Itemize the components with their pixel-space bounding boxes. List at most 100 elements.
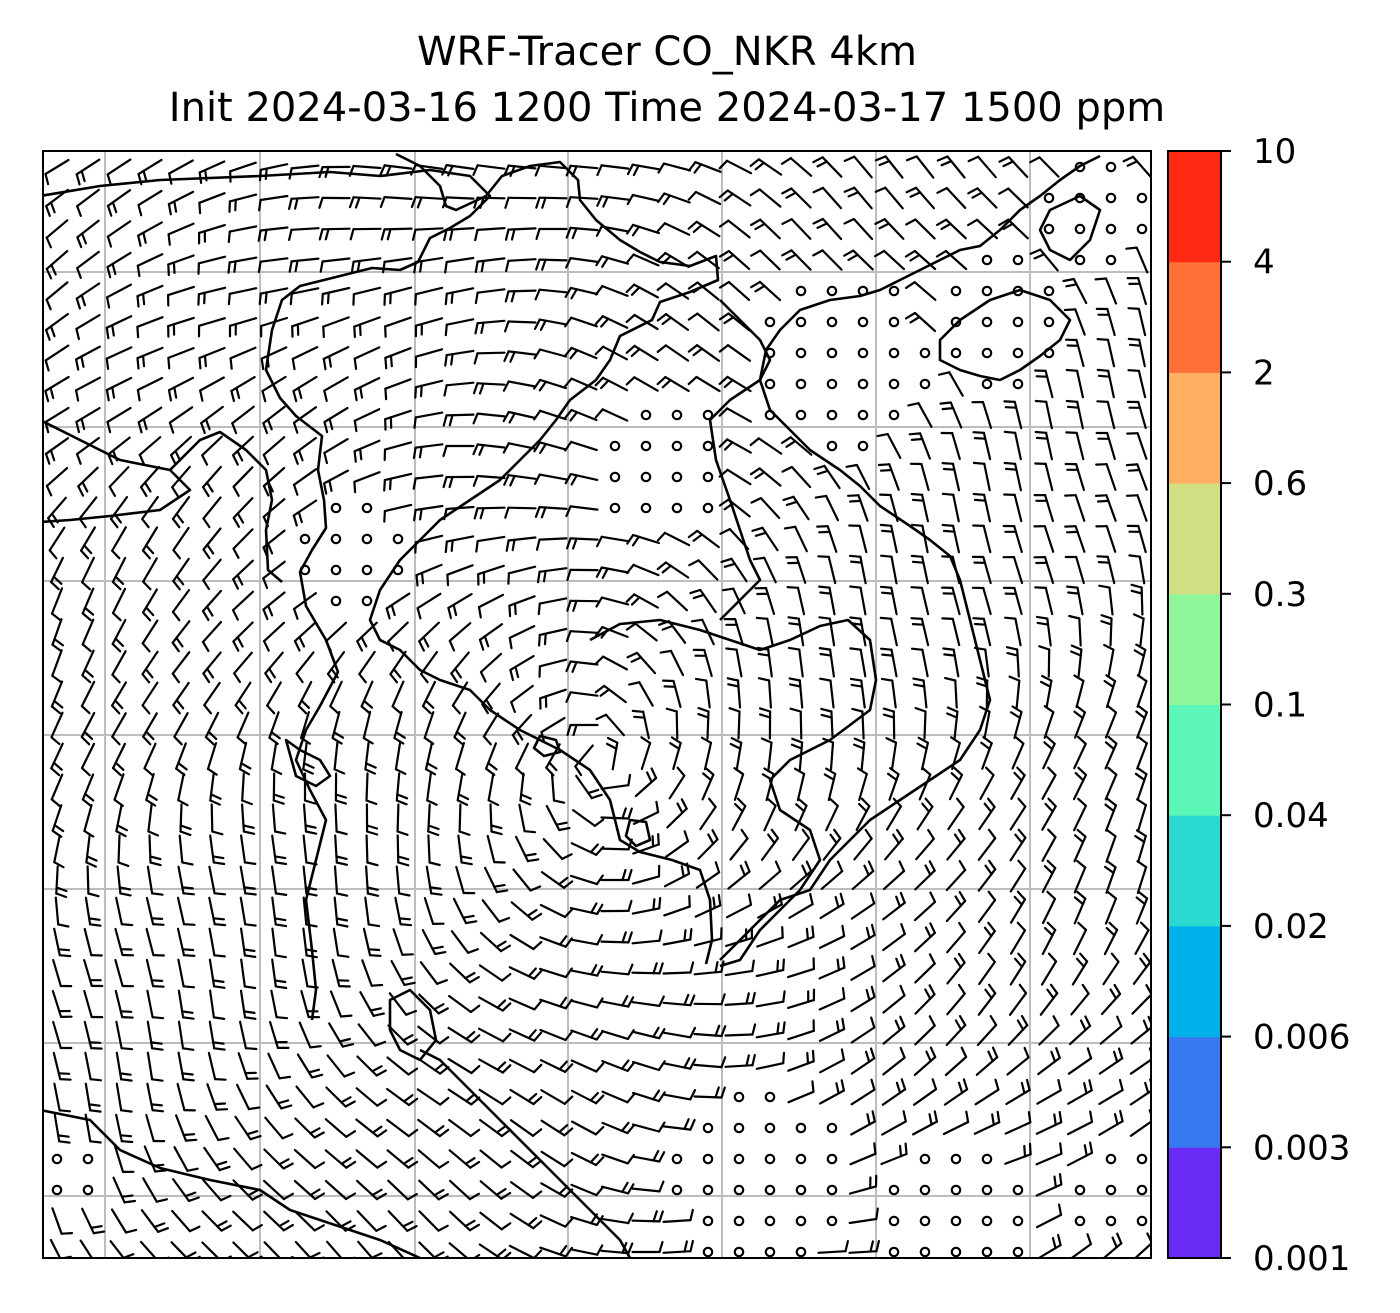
wind-barb <box>209 834 226 866</box>
wind-barb-shaft <box>571 808 597 828</box>
wind-barb <box>478 623 504 651</box>
calm-wind-marker <box>764 316 776 328</box>
wind-barb-feather <box>912 677 925 682</box>
calm-wind-marker <box>826 347 838 359</box>
wind-barb-feather <box>841 956 846 969</box>
wind-barb <box>171 651 191 684</box>
wind-barb-feather <box>983 802 993 813</box>
wind-barb-shaft <box>786 998 816 1010</box>
wind-barb-feather <box>787 646 801 651</box>
wind-barb-feather <box>589 1091 600 1102</box>
wind-barb-feather <box>444 292 448 306</box>
calm-wind-marker <box>795 347 807 359</box>
wind-barb-feather <box>385 607 391 620</box>
wind-barb <box>204 711 220 746</box>
calm-wind-marker <box>981 1153 993 1165</box>
wind-barb-shaft <box>789 157 813 177</box>
wind-barb-feather <box>44 421 50 434</box>
wind-barb-feather <box>942 529 956 533</box>
wind-barb-feather <box>929 1046 937 1059</box>
wind-barb-shaft <box>663 192 691 204</box>
wind-barb <box>204 1114 230 1142</box>
wind-barb-shaft <box>300 989 310 1019</box>
wind-barb <box>718 250 751 270</box>
coastline-japan-honshu <box>719 154 1101 961</box>
wind-barb-feather <box>433 1003 445 1011</box>
wind-barb-feather <box>524 852 537 857</box>
wind-barb-shaft <box>631 907 661 915</box>
wind-barb <box>240 927 257 959</box>
wind-barb-shaft <box>632 563 660 577</box>
wind-barb <box>787 1080 815 1104</box>
wind-barb-feather <box>689 1208 694 1222</box>
wind-barb-feather <box>1077 797 1088 807</box>
wind-barb <box>594 376 629 392</box>
wind-barb-feather <box>958 890 967 903</box>
wind-barb <box>106 220 132 248</box>
wind-barb <box>416 1057 450 1075</box>
wind-barb-shaft <box>859 617 867 647</box>
wind-barb-feather <box>984 864 993 876</box>
wind-barb <box>850 1078 876 1106</box>
wind-barb-feather <box>144 668 154 679</box>
wind-barb <box>44 406 70 434</box>
wind-barb-shaft <box>669 649 685 677</box>
wind-barb-feather <box>786 585 800 589</box>
wind-barb-shaft <box>423 711 435 739</box>
wind-barb-shaft <box>984 648 990 678</box>
wind-barb-feather <box>526 1156 538 1165</box>
wind-barb <box>142 557 158 591</box>
wind-barb-shaft <box>145 772 155 802</box>
wind-barb-feather <box>167 233 171 246</box>
wind-barb-feather <box>571 165 578 178</box>
wind-barb-feather <box>44 389 50 403</box>
wind-barb-feather <box>754 222 766 231</box>
wind-barb-feather <box>937 371 951 376</box>
wind-barb-feather <box>853 737 866 744</box>
wind-barb <box>1094 277 1118 305</box>
calm-wind-marker <box>640 471 652 483</box>
wind-barb-feather <box>870 1078 876 1091</box>
wind-barb-feather <box>376 1129 388 1138</box>
wind-barb <box>1036 1078 1062 1105</box>
wind-barb <box>450 651 470 684</box>
wind-barb-feather <box>372 1012 385 1017</box>
wind-barb-shaft <box>914 962 936 984</box>
wind-barb-shaft <box>763 556 777 584</box>
wind-barb <box>1067 1079 1093 1105</box>
wind-barb-shaft <box>727 312 751 332</box>
wind-barb-feather <box>328 355 332 368</box>
wind-barb <box>937 371 964 397</box>
wind-barb-feather <box>142 169 148 183</box>
wind-barb <box>575 774 603 800</box>
wind-barb-feather <box>665 707 678 713</box>
wind-barb-shaft <box>201 589 223 613</box>
wind-barb-feather <box>368 954 382 958</box>
wind-barb-feather <box>1053 1175 1057 1189</box>
wind-barb-feather <box>504 320 510 333</box>
wind-barb-feather <box>972 461 986 465</box>
wind-barb-feather <box>626 1093 636 1104</box>
wind-barb-feather <box>899 953 906 966</box>
wind-barb-feather <box>111 449 119 462</box>
wind-barb-shaft <box>384 316 412 328</box>
wind-barb-feather <box>142 735 152 746</box>
wind-barb-feather <box>954 895 963 907</box>
wind-barb-feather <box>142 354 146 368</box>
wind-barb <box>348 196 382 209</box>
wind-barb-shaft <box>850 1057 876 1075</box>
wind-barb <box>239 896 257 927</box>
wind-barb <box>848 1174 878 1195</box>
wind-barb <box>846 494 869 522</box>
wind-barb <box>208 958 226 989</box>
wind-barb-feather <box>841 1017 846 1031</box>
calm-wind-marker <box>640 409 652 421</box>
wind-barb <box>1033 525 1055 553</box>
wind-barb-shaft <box>538 627 568 637</box>
wind-barb-shaft <box>136 284 164 298</box>
wind-barb-shaft <box>388 992 408 1016</box>
wind-barb-feather <box>936 187 948 194</box>
wind-barb-feather <box>247 1106 261 1111</box>
wind-barb <box>509 1180 543 1200</box>
wind-barb-shaft <box>634 622 658 642</box>
